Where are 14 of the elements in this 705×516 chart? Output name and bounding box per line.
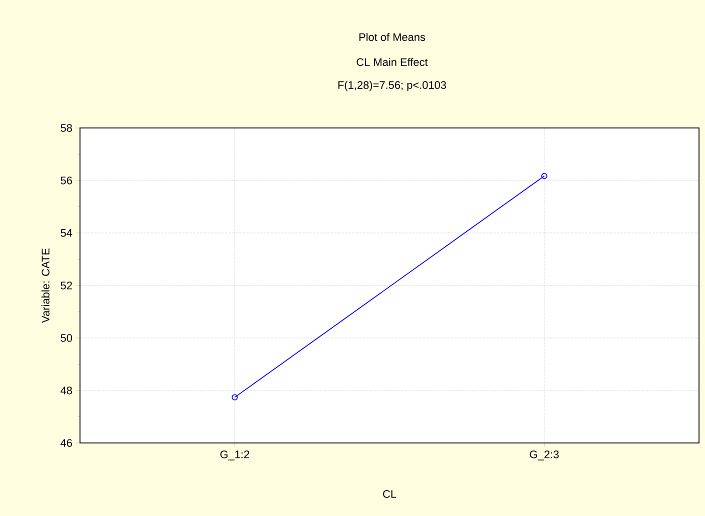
y-tick-label: 46: [60, 439, 72, 447]
chart-subtitle: CL Main Effect: [356, 58, 428, 66]
y-tick-label: 48: [60, 386, 72, 394]
y-tick-label: 50: [60, 334, 72, 342]
y-tick-label: 54: [60, 229, 72, 237]
text: F(1,28)=7.56; p<.0103: [338, 80, 446, 92]
y-tick-label: 52: [60, 282, 72, 290]
chart-title: Plot of Means: [359, 32, 426, 42]
x-axis-title: CL: [383, 490, 396, 498]
y-tick-label: 56: [60, 176, 72, 184]
x-tick-label: G_2:3: [530, 450, 559, 460]
x-tick-label: G_1:2: [220, 450, 250, 460]
y-axis-title: Variable: CATE: [41, 248, 50, 323]
y-tick-label: 58: [60, 124, 72, 132]
